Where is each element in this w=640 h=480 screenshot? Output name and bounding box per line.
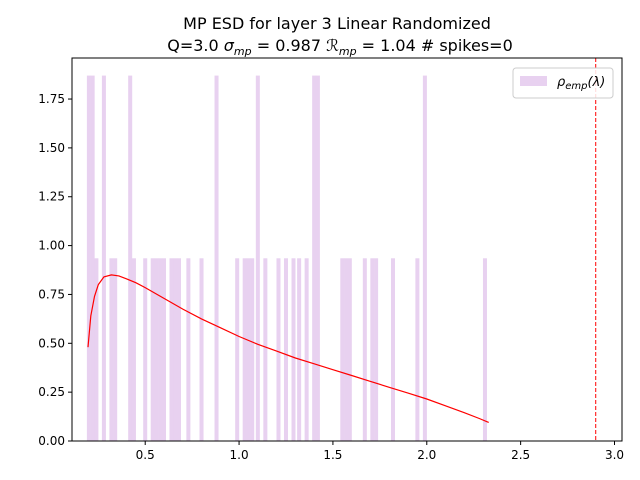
histogram-bar [340, 258, 345, 441]
histogram-bar [86, 75, 91, 441]
x-tick-label: 2.0 [417, 448, 436, 462]
histogram-bar [246, 258, 251, 441]
histogram-bar [291, 258, 296, 441]
x-axis: 0.5 1.0 1.5 2.0 2.5 3.0 [136, 441, 624, 462]
histogram-bar [176, 258, 182, 441]
histogram-bar [344, 258, 349, 441]
histogram-bar [154, 258, 159, 441]
histogram-bar [186, 258, 191, 441]
histogram-bar [362, 258, 367, 441]
mp-curve-layer [87, 58, 597, 441]
histogram-bar [169, 258, 174, 441]
x-tick-label: 1.5 [323, 448, 342, 462]
histogram-bar [94, 258, 99, 441]
histogram-bar [347, 258, 352, 441]
y-axis: 0.00 0.25 0.50 0.75 1.00 1.25 1.50 1.75 [38, 92, 72, 448]
mp-fit-curve [87, 274, 489, 423]
histogram-bar [242, 258, 247, 441]
histogram-bar [482, 258, 487, 441]
x-tick-label: 0.5 [136, 448, 155, 462]
histogram-bar [101, 75, 106, 441]
histogram-bar [150, 258, 155, 441]
chart-title-line1: MP ESD for layer 3 Linear Randomized [183, 14, 491, 33]
histogram-bar [390, 258, 395, 441]
histogram-bar [199, 258, 204, 441]
legend-label: ρemp(λ) [557, 75, 605, 92]
legend: ρemp(λ) [512, 67, 614, 99]
histogram-bar [113, 258, 118, 441]
y-tick-label: 0.00 [38, 434, 65, 448]
legend-swatch [520, 76, 547, 86]
y-tick-label: 0.25 [38, 385, 65, 399]
histogram-bar [109, 258, 114, 441]
histogram-bars [86, 75, 487, 441]
x-tick-label: 3.0 [605, 448, 624, 462]
y-tick-label: 1.50 [38, 141, 65, 155]
legend-box [512, 67, 614, 99]
histogram-bar [90, 75, 95, 441]
histogram-bar [131, 258, 136, 441]
histogram-bar [128, 75, 133, 441]
histogram-bar [422, 75, 427, 441]
y-tick-label: 0.50 [38, 336, 65, 350]
histogram-bar [143, 258, 148, 441]
histogram-bar [297, 258, 302, 441]
histogram-bar [370, 258, 375, 441]
histogram-bar [161, 258, 166, 441]
y-tick-label: 0.75 [38, 287, 65, 301]
histogram-bar [235, 258, 240, 441]
x-tick-label: 2.5 [511, 448, 530, 462]
histogram-bar [374, 258, 379, 441]
plot-frame [71, 57, 623, 442]
histogram-bar [250, 258, 255, 441]
y-tick-label: 1.00 [38, 239, 65, 253]
histogram-bar [415, 258, 420, 441]
histogram-bar [263, 258, 268, 441]
histogram-bar [283, 258, 289, 441]
chart-title-line2: Q=3.0 σmp = 0.987 ℛmp = 1.04 # spikes=0 [167, 36, 513, 58]
histogram-bar [214, 75, 219, 441]
histogram-bar [304, 258, 309, 441]
x-tick-label: 1.0 [230, 448, 249, 462]
histogram-bar [312, 75, 317, 441]
y-tick-label: 1.25 [38, 190, 65, 204]
histogram-bar [255, 75, 260, 441]
histogram-bar [158, 258, 163, 441]
histogram-bar [173, 258, 178, 441]
histogram-bar [276, 258, 281, 441]
histogram-bar [315, 75, 320, 441]
y-tick-label: 1.75 [38, 92, 65, 106]
